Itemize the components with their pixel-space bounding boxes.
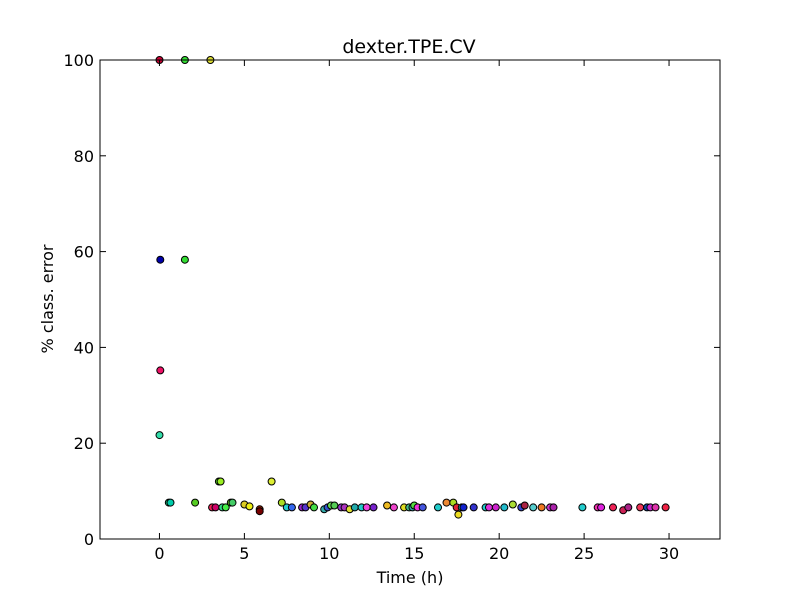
data-point-42 bbox=[383, 501, 392, 510]
data-point-75 bbox=[636, 503, 645, 512]
data-point-79 bbox=[661, 503, 670, 512]
data-point-20 bbox=[221, 503, 230, 512]
data-point-60 bbox=[491, 503, 500, 512]
data-point-56 bbox=[459, 503, 468, 512]
x-tick-label: 0 bbox=[154, 544, 164, 563]
data-point-62 bbox=[508, 500, 517, 509]
data-point-54 bbox=[454, 510, 463, 519]
plot-frame bbox=[99, 59, 721, 540]
x-axis-title: Time (h) bbox=[376, 568, 444, 587]
x-tick-label: 30 bbox=[659, 544, 679, 563]
data-point-5 bbox=[180, 255, 189, 264]
y-tick-label: 40 bbox=[74, 338, 94, 357]
data-point-65 bbox=[529, 503, 538, 512]
data-point-61 bbox=[500, 503, 509, 512]
data-point-64 bbox=[520, 501, 529, 510]
data-point-9 bbox=[216, 477, 225, 486]
data-point-26 bbox=[287, 503, 296, 512]
data-point-13 bbox=[191, 498, 200, 507]
data-point-74 bbox=[624, 503, 633, 512]
data-point-78 bbox=[651, 503, 660, 512]
x-tick-label: 15 bbox=[404, 544, 424, 563]
data-point-71 bbox=[597, 503, 606, 512]
data-point-49 bbox=[418, 503, 427, 512]
data-point-18 bbox=[211, 503, 220, 512]
data-point-57 bbox=[469, 503, 478, 512]
data-point-30 bbox=[310, 503, 318, 512]
points-layer bbox=[155, 56, 670, 519]
y-tick-label: 60 bbox=[74, 243, 94, 262]
data-point-38 bbox=[350, 503, 359, 512]
data-point-10 bbox=[267, 477, 276, 486]
ticks-layer: 0 5 10 15 20 25 30 0 20 40 60 80 100 bbox=[63, 51, 720, 563]
data-point-69 bbox=[578, 503, 587, 512]
x-tick-label: 25 bbox=[574, 544, 594, 563]
data-point-6 bbox=[156, 366, 165, 375]
chart-title: dexter.TPE.CV bbox=[342, 36, 475, 58]
data-point-40 bbox=[362, 503, 371, 512]
data-point-66 bbox=[537, 503, 546, 512]
data-point-12 bbox=[166, 498, 175, 507]
y-tick-label: 0 bbox=[84, 530, 94, 549]
y-tick-label: 80 bbox=[74, 147, 94, 166]
x-tick-label: 20 bbox=[489, 544, 509, 563]
data-point-24 bbox=[255, 507, 264, 516]
x-tick-label: 10 bbox=[319, 544, 339, 563]
data-point-15 bbox=[228, 498, 237, 507]
data-point-22 bbox=[245, 502, 254, 511]
data-point-68 bbox=[549, 503, 558, 512]
data-point-4 bbox=[156, 255, 165, 264]
data-point-50 bbox=[434, 503, 442, 512]
x-tick-label: 5 bbox=[239, 544, 249, 563]
data-point-16 bbox=[277, 498, 286, 507]
y-tick-label: 20 bbox=[74, 434, 94, 453]
y-tick-label: 100 bbox=[63, 51, 94, 70]
data-point-7 bbox=[155, 431, 164, 440]
y-axis-title: % class. error bbox=[38, 244, 57, 353]
data-point-43 bbox=[389, 503, 398, 512]
data-point-41 bbox=[369, 503, 378, 512]
data-point-59 bbox=[485, 503, 493, 512]
data-point-34 bbox=[330, 501, 339, 510]
data-point-72 bbox=[609, 503, 617, 512]
data-point-51 bbox=[442, 498, 451, 507]
